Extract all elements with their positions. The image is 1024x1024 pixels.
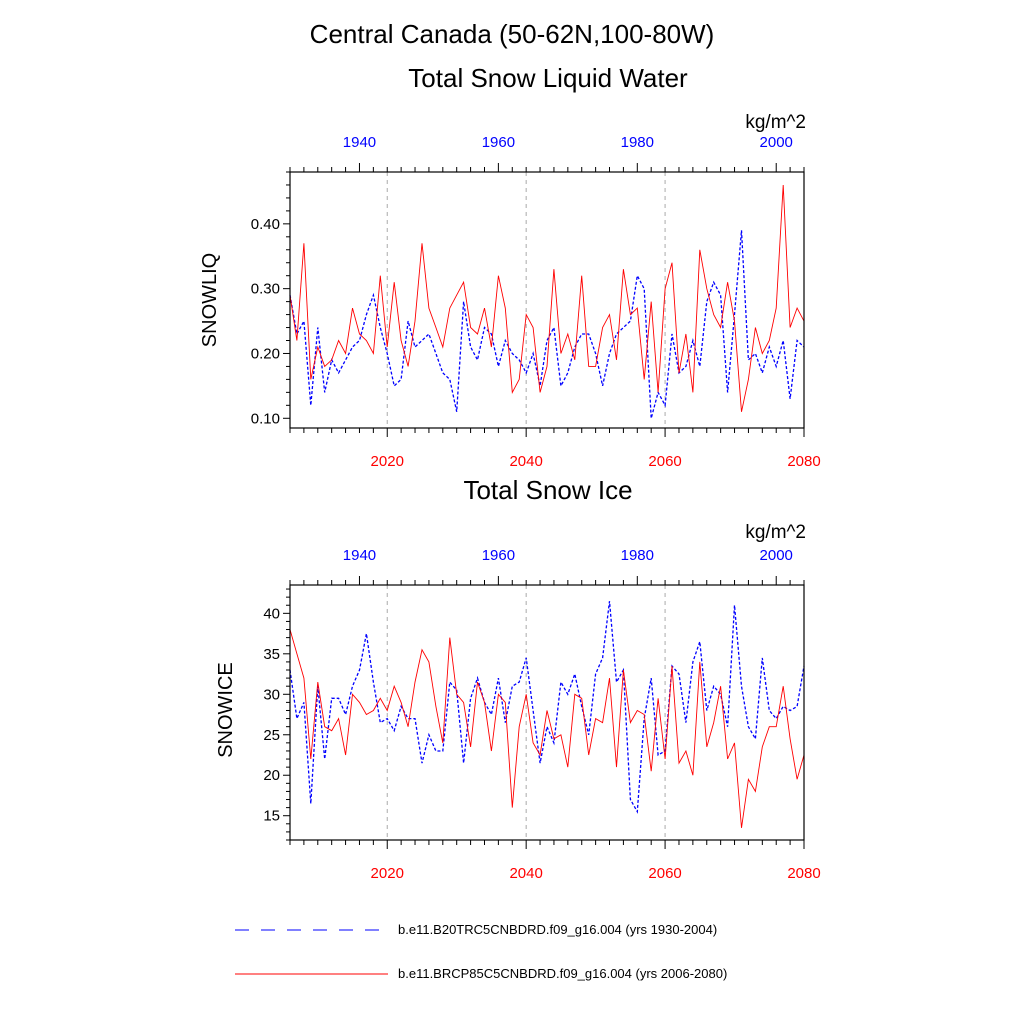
legend: b.e11.B20TRC5CNBDRD.f09_g16.004 (yrs 193… bbox=[235, 922, 727, 981]
units-label: kg/m^2 bbox=[745, 522, 806, 543]
x-top-tick-label: 1940 bbox=[343, 547, 376, 564]
x-top-tick-label: 1940 bbox=[343, 134, 376, 151]
y-axis-label: SNOWLIQ bbox=[199, 253, 221, 347]
main-title: Central Canada (50-62N,100-80W) bbox=[310, 19, 715, 49]
x-bottom-tick-label: 2020 bbox=[371, 865, 404, 882]
y-tick-label: 30 bbox=[263, 686, 280, 703]
y-tick-label: 0.30 bbox=[251, 281, 280, 298]
legend-future-label: b.e11.BRCP85C5CNBDRD.f09_g16.004 (yrs 20… bbox=[398, 966, 727, 981]
legend-hist-label: b.e11.B20TRC5CNBDRD.f09_g16.004 (yrs 193… bbox=[398, 922, 717, 937]
plot-area: 15 20 25 30 35 40 2020 2040 2060 2080 1940 1960 1980… bbox=[263, 547, 820, 882]
x-bottom-tick-label: 2040 bbox=[509, 865, 542, 882]
y-tick-label: 20 bbox=[263, 767, 280, 784]
panel-snowice: Total Snow Ice kg/m^2 SNOWICE 15 20 25 30 35… bbox=[215, 475, 821, 882]
x-top-tick-label: 1960 bbox=[482, 134, 515, 151]
x-top-tick-label: 1980 bbox=[621, 134, 654, 151]
x-top-tick-label: 1960 bbox=[482, 547, 515, 564]
y-tick-label: 40 bbox=[263, 605, 280, 622]
x-bottom-tick-label: 2080 bbox=[787, 453, 820, 470]
plot-frame bbox=[289, 584, 805, 841]
x-top-tick-label: 2000 bbox=[760, 134, 793, 151]
y-tick-label: 0.40 bbox=[251, 216, 280, 233]
series-line-rcp85 bbox=[289, 629, 805, 828]
plot-area: 0.10 0.20 0.30 0.40 2020 2040 2060 2080 1940 1960… bbox=[251, 134, 821, 470]
x-bottom-tick-label: 2080 bbox=[787, 865, 820, 882]
y-tick-label: 25 bbox=[263, 727, 280, 744]
series-line-rcp85 bbox=[289, 184, 805, 412]
x-bottom-tick-label: 2060 bbox=[648, 865, 681, 882]
x-bottom-tick-label: 2040 bbox=[509, 453, 542, 470]
x-top-tick-label: 2000 bbox=[760, 547, 793, 564]
y-axis-label: SNOWICE bbox=[215, 662, 237, 758]
series-line-historical bbox=[289, 601, 805, 814]
series-line-historical bbox=[289, 230, 805, 419]
panel-title: Total Snow Liquid Water bbox=[408, 63, 688, 93]
y-tick-label: 15 bbox=[263, 808, 280, 825]
y-tick-label: 0.20 bbox=[251, 345, 280, 362]
panel-title: Total Snow Ice bbox=[463, 475, 632, 505]
y-tick-label: 35 bbox=[263, 646, 280, 663]
plot-frame bbox=[289, 171, 805, 429]
x-bottom-tick-label: 2060 bbox=[648, 453, 681, 470]
y-tick-label: 0.10 bbox=[251, 410, 280, 427]
x-top-tick-label: 1980 bbox=[621, 547, 654, 564]
x-bottom-tick-label: 2020 bbox=[371, 453, 404, 470]
panel-snowliq: Total Snow Liquid Water kg/m^2 SNOWLIQ 0… bbox=[199, 63, 821, 470]
units-label: kg/m^2 bbox=[745, 112, 806, 133]
